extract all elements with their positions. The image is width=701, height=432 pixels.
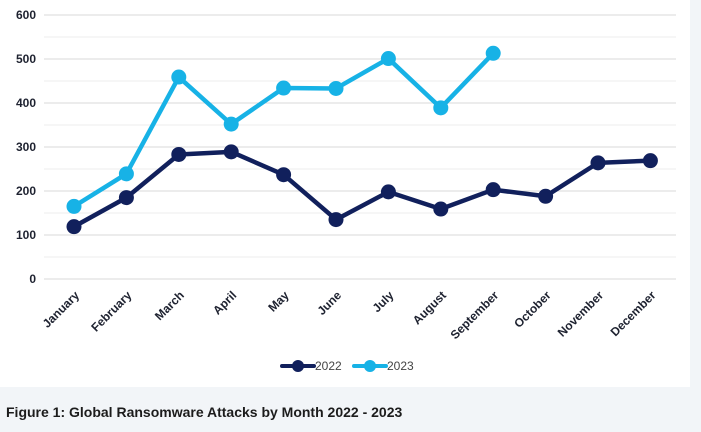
x-tick-label: March (152, 288, 187, 323)
x-tick-label: May (265, 288, 292, 315)
y-tick-label: 100 (16, 228, 36, 242)
x-tick-label: September (448, 288, 502, 342)
y-axis-ticks: 0 100 200 300 400 500 600 (16, 8, 36, 286)
series-line-2022 (71, 149, 653, 229)
data-point-2022 (590, 155, 606, 171)
data-point-2023 (485, 45, 501, 61)
legend-label-2022: 2022 (315, 359, 342, 373)
grid-lines (44, 14, 676, 280)
legend-label-2023: 2023 (387, 359, 414, 373)
x-tick-label: June (314, 288, 344, 318)
x-tick-label: July (370, 288, 397, 315)
x-tick-label: December (608, 288, 659, 339)
y-tick-label: 200 (16, 184, 36, 198)
x-tick-label: October (511, 288, 554, 331)
x-tick-label: August (410, 288, 449, 327)
data-point-2022 (66, 219, 82, 235)
series-line-2023 (71, 51, 496, 209)
data-point-2023 (118, 166, 134, 182)
data-point-2023 (380, 51, 396, 67)
data-point-2022 (380, 184, 396, 200)
figure-caption: Figure 1: Global Ransomware Attacks by M… (6, 404, 403, 420)
data-point-2022 (328, 212, 344, 228)
chart-panel: 0 100 200 300 400 500 600 January February March… (0, 0, 690, 387)
data-point-2022 (538, 188, 554, 204)
data-point-2022 (433, 201, 449, 217)
line-chart: 0 100 200 300 400 500 600 January February March… (16, 8, 676, 373)
data-point-2023 (276, 80, 292, 96)
x-tick-label: January (40, 288, 83, 331)
x-tick-label: February (88, 288, 134, 334)
x-tick-label: November (555, 288, 607, 340)
legend-marker-2023 (364, 360, 376, 372)
data-point-2022 (276, 167, 292, 183)
series-layer (66, 45, 658, 235)
data-point-2022 (485, 182, 501, 198)
x-tick-label: April (210, 288, 239, 317)
data-point-2022 (118, 190, 134, 206)
y-tick-label: 0 (29, 272, 36, 286)
x-axis-ticks: January February March April May June July Augu… (40, 288, 659, 342)
data-point-2022 (171, 146, 187, 162)
y-tick-label: 300 (16, 140, 36, 154)
y-tick-label: 500 (16, 52, 36, 66)
data-point-2023 (328, 80, 344, 96)
legend: 2022 2023 (280, 359, 414, 373)
data-point-2023 (171, 69, 187, 85)
y-tick-label: 400 (16, 96, 36, 110)
data-point-2022 (642, 153, 658, 169)
data-point-2023 (223, 116, 239, 132)
data-point-2023 (433, 100, 449, 116)
y-tick-label: 600 (16, 8, 36, 22)
data-point-2023 (66, 198, 82, 214)
data-point-2022 (223, 144, 239, 160)
legend-marker-2022 (292, 360, 304, 372)
